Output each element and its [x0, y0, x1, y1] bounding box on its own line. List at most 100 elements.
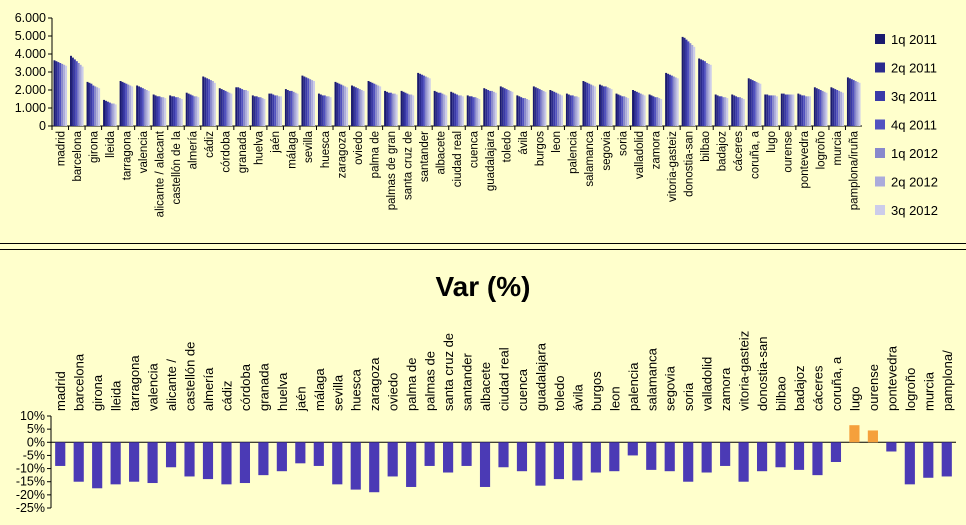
bar-cuenca-1q-2012 [474, 97, 477, 126]
bar-leon-1q-2012 [557, 93, 560, 126]
bar-m-laga-4q-2011 [290, 90, 293, 126]
bar-lugo-3q-2012 [775, 96, 778, 126]
x-tick-label: cádiz [219, 381, 234, 411]
bar-vitoria-gasteiz-3q-2012 [676, 78, 679, 126]
x-tick-label: palmas de gran [386, 131, 398, 210]
bar-soria-1q-2012 [623, 96, 626, 126]
x-tick-label: zamora [650, 130, 662, 169]
bar-pamplona-iru-a-1q-2012 [854, 81, 857, 126]
bar-soria-2q-2012 [625, 97, 628, 126]
bar-tarragona-3q-2011 [123, 82, 126, 126]
var-bar-pontevedra [886, 442, 897, 452]
bar-murcia-3q-2011 [834, 89, 837, 126]
bar-ja-n-3q-2011 [272, 94, 275, 126]
legend-swatch [875, 62, 885, 73]
bar-vitoria-gasteiz-4q-2011 [670, 75, 673, 126]
x-tick-label: santa cruz de [441, 333, 456, 411]
x-tick-label: málaga [287, 130, 299, 168]
bar-palmas-de-gran-3q-2011 [387, 92, 390, 126]
bar-coru-a-a-2q-2011 [749, 79, 752, 126]
bar-c-diz-1q-2012 [210, 80, 212, 126]
bar-zamora-3q-2012 [660, 99, 663, 126]
var-bar-donostia-san [756, 442, 768, 472]
bar--vila-2q-2011 [518, 96, 521, 126]
var-bar-valladolid [701, 442, 712, 473]
x-tick-label: coruña, a [829, 356, 844, 411]
x-tick-label: huesca [320, 130, 332, 168]
bar-girona-2q-2011 [88, 82, 91, 126]
bar-bilbao-2q-2011 [700, 59, 703, 126]
bar-donostia-san-3q-2011 [685, 39, 688, 126]
bar-sevilla-3q-2012 [313, 81, 316, 126]
bar-oviedo-3q-2012 [362, 90, 365, 126]
bar-albacete-2q-2011 [435, 91, 438, 126]
y-tick-label: -5% [23, 448, 45, 462]
var-bar-almer-a [202, 442, 214, 480]
bar-badajoz-2q-2012 [724, 97, 727, 126]
bar-murcia-4q-2011 [836, 90, 839, 126]
bar-toledo-2q-2011 [501, 87, 504, 126]
x-tick-label: vitoria-gasteiz [737, 331, 752, 411]
bar-palma-de-4q-2011 [373, 83, 376, 126]
bar-lleida-2q-2012 [112, 103, 115, 126]
bar-c-ceres-2q-2011 [733, 95, 736, 126]
bar-lleida-3q-2011 [106, 101, 109, 126]
y-tick-label: 5% [27, 422, 45, 436]
var-bar-palmas-de [424, 442, 435, 466]
bar-salamanca-2q-2011 [584, 81, 587, 126]
bar-huelva-1q-2012 [259, 97, 262, 126]
bar-c-ceres-3q-2012 [742, 99, 745, 126]
x-tick-label: pontevedra [799, 130, 811, 188]
var-bar-badajoz [793, 442, 805, 470]
x-tick-label: valladolid [700, 357, 715, 411]
bar-donostia-san-4q-2011 [687, 41, 690, 126]
bar-guadalajara-2q-2011 [485, 89, 488, 126]
bar-ciudad-real-2q-2011 [452, 92, 455, 126]
bar-sevilla-1q-2011 [301, 75, 304, 126]
x-tick-label: girona [88, 130, 100, 163]
bar-badajoz-1q-2012 [722, 97, 725, 126]
bar-huelva-3q-2011 [255, 96, 258, 126]
bar-segovia-2q-2012 [608, 88, 611, 126]
bar-ourense-2q-2012 [790, 94, 793, 126]
bar-ciudad-real-3q-2012 [461, 96, 464, 126]
bar--vila-2q-2012 [526, 99, 528, 126]
bar-lleida-4q-2011 [108, 102, 111, 126]
var-bar-castell-n-de [184, 442, 195, 477]
bar-c-rdoba-2q-2011 [220, 89, 223, 126]
x-tick-label: jaén [293, 386, 308, 412]
bar-barcelona-4q-2011 [75, 61, 78, 127]
bar-madrid-2q-2012 [63, 64, 66, 126]
legend-label: 2q 2011 [891, 61, 937, 76]
bar-ja-n-2q-2011 [270, 93, 273, 126]
bar-santander-1q-2012 [424, 76, 427, 126]
bar-m-laga-2q-2012 [294, 92, 297, 126]
bar-bilbao-1q-2011 [698, 58, 701, 126]
var-bar-m-laga [313, 442, 324, 466]
bar-vitoria-gasteiz-1q-2012 [672, 76, 675, 126]
bar-valladolid-2q-2012 [641, 94, 644, 126]
bar-ja-n-3q-2012 [280, 96, 282, 126]
bar-pontevedra-1q-2012 [805, 96, 808, 126]
bar-ourense-1q-2011 [780, 93, 783, 126]
bar--vila-3q-2012 [527, 99, 530, 126]
x-tick-label: madrid [55, 131, 67, 166]
bar-oviedo-1q-2011 [351, 85, 353, 126]
x-tick-label: lleida [105, 130, 117, 157]
bar-santander-1q-2011 [417, 72, 420, 126]
x-tick-label: ávila [570, 383, 585, 411]
bar-coru-a-a-2q-2012 [757, 82, 760, 126]
bar-valencia-1q-2011 [136, 85, 139, 126]
x-tick-label: lleida [109, 380, 124, 411]
bar-huesca-1q-2011 [317, 93, 320, 126]
x-tick-label: alicante / alacant [154, 130, 166, 217]
x-tick-label: ávila [518, 130, 530, 154]
bar-palmas-de-gran-4q-2011 [389, 92, 392, 126]
bar-sevilla-2q-2011 [303, 76, 306, 126]
bar-oviedo-1q-2012 [358, 89, 361, 126]
bar-ciudad-real-2q-2012 [459, 95, 462, 126]
x-tick-label: murcia [921, 371, 936, 411]
bar-valladolid-1q-2012 [639, 93, 642, 126]
bar-soria-3q-2012 [627, 98, 630, 126]
